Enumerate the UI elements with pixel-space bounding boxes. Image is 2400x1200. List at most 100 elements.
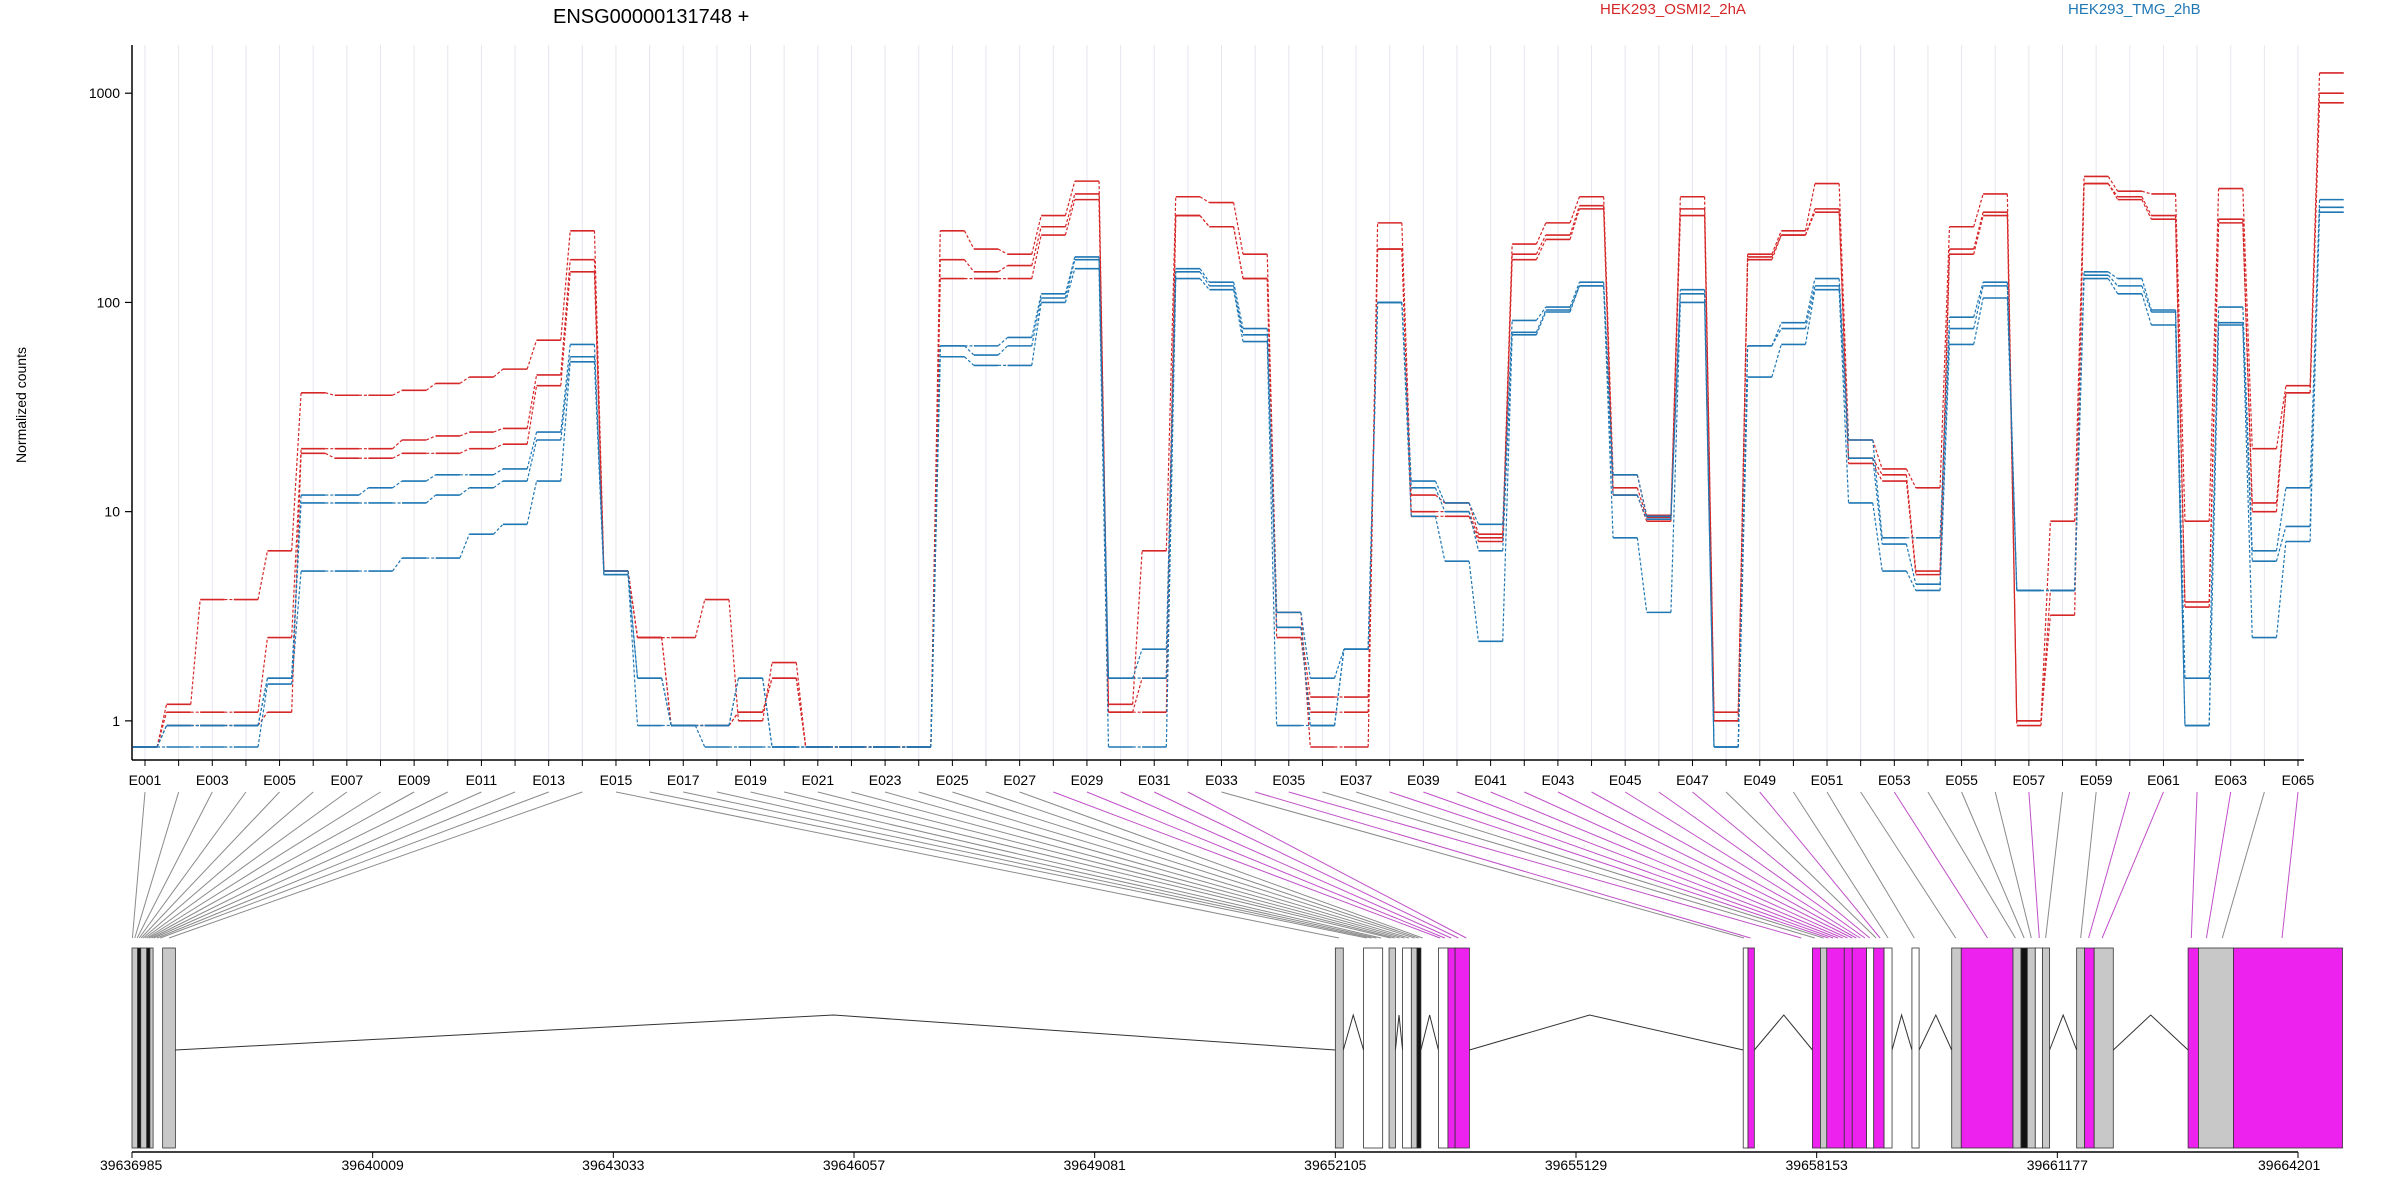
series-riser xyxy=(560,259,571,376)
series-riser xyxy=(1603,285,1614,538)
series-riser xyxy=(257,711,268,726)
series-riser xyxy=(1973,212,1984,250)
series-riser xyxy=(2208,324,2220,726)
x-tick-label: E003 xyxy=(196,772,229,788)
series-riser xyxy=(1939,328,1951,585)
intron-line xyxy=(1891,1013,1913,1051)
intron-line xyxy=(1394,1014,1404,1051)
x-tick-label: E037 xyxy=(1340,772,1373,788)
series-riser xyxy=(1031,215,1042,255)
series-riser xyxy=(156,725,168,748)
series-riser xyxy=(1905,481,1917,575)
series-riser xyxy=(2174,311,2186,726)
series-riser xyxy=(493,443,504,450)
x-tick-label: E063 xyxy=(2214,772,2247,788)
series-riser xyxy=(560,271,571,386)
exon-connector xyxy=(1692,791,1871,939)
exon-connector xyxy=(851,791,1400,939)
series-riser xyxy=(459,431,470,437)
series-riser xyxy=(1838,208,1850,459)
series-riser xyxy=(1535,306,1547,321)
exon-connector xyxy=(1154,791,1459,939)
series-riser xyxy=(1502,320,1513,525)
series-riser xyxy=(1838,289,1850,504)
exon-connector xyxy=(1961,791,2025,939)
exon-connector xyxy=(142,791,314,939)
series-riser xyxy=(257,678,269,726)
series-riser xyxy=(1064,268,1076,303)
series-riser xyxy=(2174,324,2186,726)
series-riser xyxy=(1233,226,1244,279)
series-riser xyxy=(1064,256,1076,294)
exon-connector xyxy=(1725,791,1877,939)
x-tick-label: E029 xyxy=(1071,772,1104,788)
series-layer xyxy=(132,72,2344,748)
series-riser xyxy=(627,571,639,679)
series-riser xyxy=(1636,494,1648,522)
exon-connector xyxy=(146,791,381,939)
series-riser xyxy=(1165,196,1177,551)
series-riser xyxy=(1872,463,1883,482)
exon-block xyxy=(2076,947,2086,1149)
series-riser xyxy=(661,678,672,726)
series-riser xyxy=(2074,278,2085,591)
x-tick-label: E007 xyxy=(330,772,363,788)
exon-connector xyxy=(1086,791,1445,939)
series-riser xyxy=(1132,677,1143,713)
exon-block xyxy=(1410,947,1418,1149)
x-tick-label: E057 xyxy=(2013,772,2046,788)
exon-block xyxy=(146,947,151,1149)
genomic-tick-label: 39646057 xyxy=(823,1157,886,1173)
exon-block xyxy=(2093,947,2114,1149)
genomic-tick-label: 39652105 xyxy=(1304,1157,1367,1173)
exon-block xyxy=(1416,947,1422,1149)
series-riser xyxy=(2141,278,2152,311)
series-riser xyxy=(2275,526,2287,562)
series-riser xyxy=(526,339,538,370)
genomic-tick-label: 39643033 xyxy=(582,1157,645,1173)
exon-connector xyxy=(1826,791,1915,939)
series-riser xyxy=(1502,259,1513,542)
series-riser xyxy=(1233,282,1244,329)
intron-lines xyxy=(175,1013,2189,1051)
exon-connector xyxy=(2101,791,2164,939)
y-tick-label: 10 xyxy=(104,504,120,520)
exon-block xyxy=(1447,947,1456,1149)
exon-block xyxy=(2233,947,2343,1149)
x-tick-label: E027 xyxy=(1003,772,1036,788)
series-riser xyxy=(2107,274,2119,287)
exon-connector xyxy=(140,791,280,939)
x-tick-label: E055 xyxy=(1945,772,1978,788)
x-axis: E001 E003 E005 E007 E009 E011 E013 E015 E017 E019… xyxy=(129,759,2315,788)
exon-block xyxy=(2187,947,2199,1149)
x-tick-label: E017 xyxy=(667,772,700,788)
series-riser xyxy=(1199,215,1210,228)
series-riser xyxy=(392,480,403,489)
series-riser xyxy=(459,533,470,559)
series-riser xyxy=(291,392,302,551)
series-riser xyxy=(1031,226,1042,266)
series-riser xyxy=(1771,230,1782,255)
series-riser xyxy=(1199,196,1210,204)
exon-connector xyxy=(1490,791,1843,939)
exon-block xyxy=(2198,947,2234,1149)
exon-connector xyxy=(131,791,146,939)
exon-connector-lines xyxy=(131,791,2299,939)
series-riser xyxy=(325,392,335,396)
series-riser xyxy=(1468,511,1480,551)
exon-block xyxy=(2020,947,2028,1149)
intron-line xyxy=(1420,1014,1439,1051)
series-riser xyxy=(1300,627,1311,726)
series-riser xyxy=(1535,222,1547,245)
genomic-tick-label: 39649081 xyxy=(1064,1157,1127,1173)
exon-connector xyxy=(1658,791,1866,939)
series-riser xyxy=(694,725,706,748)
series-riser xyxy=(2174,193,2186,522)
x-tick-label: E001 xyxy=(129,772,162,788)
series-riser xyxy=(257,550,269,600)
series-riser xyxy=(1569,281,1580,308)
series-riser xyxy=(593,259,605,572)
series-riser xyxy=(1905,543,1917,585)
exon-connector xyxy=(1591,791,1857,939)
series-riser xyxy=(1333,649,1345,679)
